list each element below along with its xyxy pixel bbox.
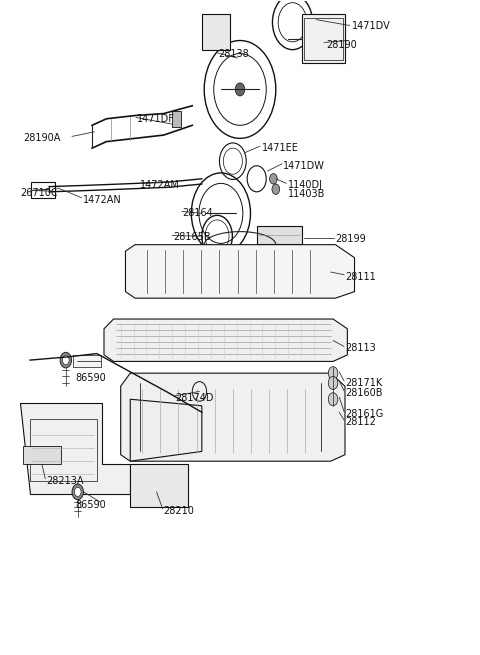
Text: 28210: 28210 [164, 506, 194, 516]
Circle shape [62, 356, 69, 365]
Text: 86590: 86590 [75, 373, 106, 383]
Circle shape [60, 352, 72, 368]
Text: 1471EE: 1471EE [262, 143, 299, 153]
Bar [23, 446, 61, 464]
Bar [202, 14, 230, 50]
Bar [31, 182, 55, 198]
Text: 86590: 86590 [75, 500, 106, 510]
Bar [304, 18, 343, 60]
Polygon shape [130, 400, 202, 461]
Circle shape [328, 367, 338, 380]
Text: 1471DV: 1471DV [352, 21, 391, 31]
Text: 28174D: 28174D [176, 393, 214, 403]
Text: 1472AM: 1472AM [140, 180, 180, 191]
Circle shape [272, 184, 280, 195]
Text: 11403B: 11403B [288, 189, 325, 199]
Text: 1471DF: 1471DF [137, 114, 175, 124]
Text: 1140DJ: 1140DJ [288, 180, 323, 191]
Bar [73, 355, 101, 367]
Text: 28112: 28112 [345, 417, 376, 427]
Bar [257, 226, 302, 244]
Circle shape [235, 83, 245, 96]
Text: 26710C: 26710C [21, 188, 58, 198]
Text: 28160B: 28160B [345, 388, 383, 398]
Polygon shape [120, 373, 345, 461]
Text: 28190A: 28190A [23, 134, 60, 143]
Circle shape [328, 393, 338, 405]
Text: 28165B: 28165B [173, 233, 211, 242]
Circle shape [74, 487, 81, 496]
Circle shape [328, 377, 338, 390]
Bar [302, 14, 345, 64]
Text: 28190: 28190 [326, 40, 357, 50]
Polygon shape [21, 403, 130, 494]
Circle shape [270, 174, 277, 184]
Text: 28111: 28111 [345, 272, 376, 282]
Polygon shape [125, 245, 355, 298]
Text: 28164: 28164 [183, 208, 214, 218]
Text: 28138: 28138 [218, 48, 249, 58]
Text: 1472AN: 1472AN [83, 195, 121, 204]
Bar [30, 419, 97, 481]
Bar [172, 111, 181, 127]
Circle shape [72, 484, 84, 500]
Bar [130, 464, 188, 507]
Text: 28171K: 28171K [345, 378, 382, 388]
Text: 1471DW: 1471DW [283, 160, 325, 171]
Polygon shape [104, 319, 348, 362]
Text: 28213A: 28213A [47, 476, 84, 486]
Text: 28113: 28113 [345, 343, 376, 353]
Text: 28161G: 28161G [345, 409, 383, 419]
Text: 28199: 28199 [336, 234, 366, 244]
